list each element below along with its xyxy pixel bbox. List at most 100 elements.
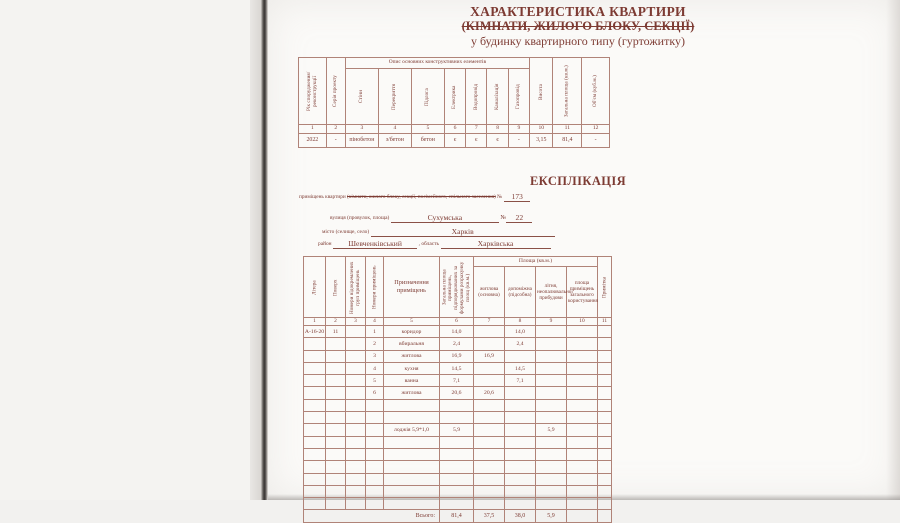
th-area-common: площа приміщень загального користування xyxy=(566,266,598,318)
th-premises-group-numbers: Номери відокремлених груп приміщень xyxy=(345,256,366,318)
cell-total-area xyxy=(439,472,474,486)
cell-summer-area xyxy=(535,484,567,499)
colnum-10: 10 xyxy=(529,124,554,134)
colnum-4: 4 xyxy=(365,317,384,326)
city-line: місто (селище, село) Харків xyxy=(322,227,555,237)
cell-living-area xyxy=(473,337,505,351)
premises-explication-table: Літера Поверх Номери відокремлених груп … xyxy=(303,256,612,523)
cell-summer-area xyxy=(535,435,567,449)
cell-group-number xyxy=(345,435,366,449)
table-row xyxy=(303,472,612,486)
cell-purpose xyxy=(383,484,440,499)
th-gas-supply: Газопровід xyxy=(508,68,530,125)
cell-letter xyxy=(303,423,326,437)
colnum-3: 3 xyxy=(345,317,366,326)
cell-summer-area xyxy=(535,398,567,413)
colnum-5: 5 xyxy=(410,124,445,134)
cell-group-number xyxy=(345,386,366,400)
cell-group-number xyxy=(345,423,366,437)
cell-premises-number xyxy=(365,398,384,413)
cell-premises-number: 6 xyxy=(365,386,384,400)
cell-auxiliary-area xyxy=(504,398,536,413)
cell-living-area: 16,9 xyxy=(473,349,505,363)
cell-living-area xyxy=(473,423,505,437)
cell-sewerage: є xyxy=(486,133,509,148)
th-area-auxiliary: допоміжна (підсобна) xyxy=(504,266,536,318)
city-value: Харків xyxy=(370,227,555,237)
colnum-8: 8 xyxy=(504,317,536,326)
cell-premises-number xyxy=(365,423,384,437)
cell-summer-area xyxy=(535,472,567,486)
cell-floor xyxy=(325,361,346,376)
cell-note xyxy=(597,435,612,449)
table2-body: А-16-20 11 1 коридор 14,0 14,0 2 вбиральня 2,4 2,… xyxy=(303,324,612,511)
th-construction-year: Рік споруджения/ реконструкції xyxy=(298,57,327,125)
cell-total-area: 81,4 xyxy=(552,133,583,148)
table-row: 5 ванна 7,1 7,1 xyxy=(303,374,612,388)
cell-premises-number xyxy=(365,472,384,486)
cell-floor xyxy=(325,435,346,449)
th-main-elements-group: Опис основних конструктивних елементів xyxy=(344,57,531,69)
cell-group-number xyxy=(345,374,366,388)
cell-construction-year: 2022 xyxy=(298,133,327,148)
cell-total-area: 20,6 xyxy=(439,386,474,400)
cell-summer-area xyxy=(535,361,567,376)
cell-note xyxy=(597,349,612,363)
cell-note xyxy=(597,386,612,400)
cell-living-area xyxy=(473,460,505,474)
th-walls: Стіни xyxy=(345,68,379,125)
cell-letter xyxy=(303,349,326,363)
cell-water-supply: є xyxy=(465,133,488,148)
cell-electricity: є xyxy=(443,133,467,148)
th-ceilings: Перекриття xyxy=(378,68,412,125)
th-letter: Літера xyxy=(303,256,326,318)
cell-auxiliary-area xyxy=(504,460,536,474)
totals-total-area: 81,4 xyxy=(439,509,474,523)
colnum-1: 1 xyxy=(303,317,326,326)
cell-total-area: 16,9 xyxy=(439,349,474,363)
totals-label: Всього: xyxy=(303,509,440,523)
district-value: Шевченківський xyxy=(333,239,418,249)
region-value: Харківська xyxy=(440,239,551,249)
cell-group-number xyxy=(345,349,366,363)
cell-volume: - xyxy=(581,133,610,148)
cell-common-area xyxy=(566,398,598,413)
explication-subtitle: приміщень квартири (кімнати, жилого блок… xyxy=(299,192,619,202)
cell-premises-number xyxy=(365,435,384,449)
construction-characteristics-table: Рік споруджения/ реконструкції Серія про… xyxy=(298,57,610,148)
cell-letter xyxy=(303,484,326,499)
cell-auxiliary-area xyxy=(504,484,536,499)
cell-letter xyxy=(303,398,326,413)
cell-letter xyxy=(303,337,326,351)
cell-auxiliary-area xyxy=(504,423,536,437)
cell-group-number xyxy=(345,484,366,499)
cell-purpose: вбиральня xyxy=(383,337,440,351)
cell-purpose: житлова xyxy=(383,386,440,400)
cell-total-area xyxy=(439,484,474,499)
cell-living-area xyxy=(473,484,505,499)
th-premises-total-area: Загальна площа приміщень, підпорядковани… xyxy=(439,256,474,318)
th-sewerage: Каналізація xyxy=(486,68,509,125)
cell-auxiliary-area xyxy=(504,435,536,449)
cell-summer-area xyxy=(535,337,567,351)
table-row: А-16-20 11 1 коридор 14,0 14,0 xyxy=(303,324,612,339)
totals-note xyxy=(597,509,612,523)
cell-auxiliary-area xyxy=(504,349,536,363)
colnum-2: 2 xyxy=(325,124,346,134)
cell-group-number xyxy=(345,460,366,474)
cell-floors: бетон xyxy=(410,133,445,148)
cell-total-area: 14,5 xyxy=(439,361,474,376)
th-premises-numbers: Номери приміщень xyxy=(365,256,384,318)
th-height: Висота xyxy=(529,57,553,125)
cell-premises-number: 3 xyxy=(365,349,384,363)
cell-common-area xyxy=(566,411,598,425)
cell-letter xyxy=(303,447,326,462)
cell-living-area xyxy=(473,447,505,462)
th-area-living: житлова (основна) xyxy=(473,266,505,318)
cell-auxiliary-area: 14,0 xyxy=(504,324,536,339)
cell-note xyxy=(597,361,612,376)
cell-note xyxy=(597,374,612,388)
cell-letter xyxy=(303,374,326,388)
cell-floor xyxy=(325,337,346,351)
colnum-12: 12 xyxy=(581,124,610,134)
